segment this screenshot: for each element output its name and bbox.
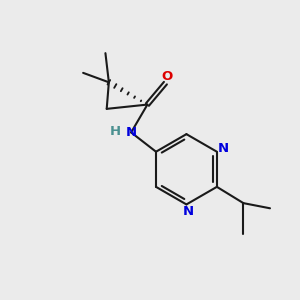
Text: N: N [218, 142, 229, 155]
Text: N: N [183, 205, 194, 218]
Text: O: O [161, 70, 173, 83]
Text: N: N [126, 126, 137, 139]
Text: H: H [109, 125, 120, 138]
